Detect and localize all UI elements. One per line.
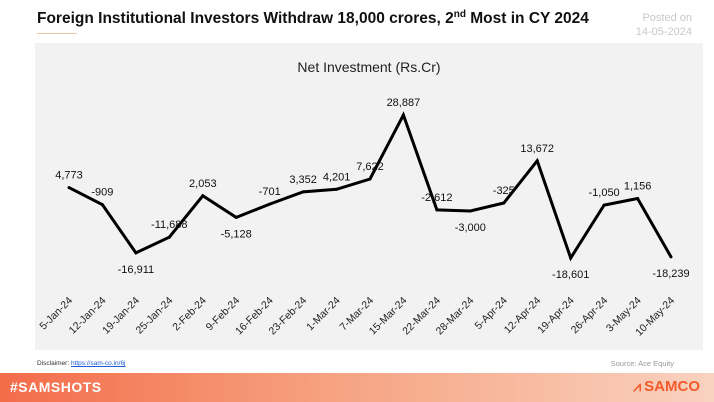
page-title-superscript: nd bbox=[453, 9, 466, 20]
hashtag: #SAMSHOTS bbox=[10, 379, 102, 395]
disclaimer: Disclaimer: https://sam-co.in/6j bbox=[37, 360, 126, 367]
data-label: 4,773 bbox=[55, 170, 83, 182]
data-point bbox=[636, 197, 640, 200]
data-point bbox=[67, 186, 71, 190]
data-label: -2,612 bbox=[421, 192, 452, 204]
data-point bbox=[335, 187, 339, 191]
data-point bbox=[569, 256, 573, 260]
data-point bbox=[502, 201, 506, 205]
data-point bbox=[268, 202, 272, 206]
series-layer bbox=[67, 111, 673, 262]
chart-title: Net Investment (Rs.Cr) bbox=[297, 59, 440, 75]
posted-label: Posted on bbox=[642, 12, 692, 24]
posted-date: 14-05-2024 bbox=[635, 26, 692, 38]
posted-info: Posted on 14-05-2024 bbox=[636, 11, 692, 39]
page-title-end: Most in CY 2024 bbox=[465, 10, 589, 28]
data-point bbox=[468, 209, 472, 213]
data-point bbox=[535, 159, 539, 163]
chart-panel: Net Investment (Rs.Cr) 4,773 -909 -16,911 -… bbox=[35, 43, 703, 350]
data-label: -18,601 bbox=[552, 269, 589, 281]
source-note: Source: Ace Equity bbox=[610, 359, 674, 368]
data-point bbox=[201, 194, 205, 198]
x-axis-tick-label: 26-Apr-24 bbox=[569, 295, 611, 337]
data-point bbox=[435, 208, 439, 212]
data-point bbox=[301, 190, 305, 194]
disclaimer-label: Disclaimer: bbox=[37, 360, 71, 367]
data-label: 4,201 bbox=[323, 171, 351, 183]
data-label: 1,156 bbox=[624, 181, 652, 193]
data-point bbox=[368, 177, 372, 181]
data-label-layer: 4,773 -909 -16,911 -11,688 2,053 -5,128 -701 3,… bbox=[55, 97, 689, 281]
x-axis-tick-label: 2-Feb-24 bbox=[170, 295, 209, 334]
net-investment-chart: Net Investment (Rs.Cr) 4,773 -909 -16,911 -… bbox=[37, 59, 689, 339]
page-title: Foreign Institutional Investors Withdraw… bbox=[37, 9, 589, 28]
brand-name: SAMCO bbox=[644, 378, 700, 395]
x-axis-tick-label: 25-Jan-24 bbox=[134, 295, 176, 337]
data-label: -18,239 bbox=[652, 268, 689, 280]
data-point bbox=[401, 113, 405, 117]
data-point bbox=[134, 251, 138, 255]
data-label: -11,688 bbox=[151, 219, 188, 231]
data-label: 28,887 bbox=[387, 97, 421, 109]
data-label: -909 bbox=[91, 187, 113, 199]
samco-logo-icon: ⩘ bbox=[633, 378, 642, 394]
series-line-net-investment bbox=[68, 111, 673, 262]
footer-bar: #SAMSHOTS ⩘ SAMCO bbox=[0, 373, 714, 402]
data-label: -16,911 bbox=[118, 264, 155, 276]
data-point bbox=[167, 235, 171, 239]
data-point bbox=[669, 255, 673, 259]
x-axis-tick-label: 1-Mar-24 bbox=[304, 295, 343, 334]
data-label: -1,050 bbox=[588, 187, 619, 199]
data-label: 13,672 bbox=[520, 143, 554, 155]
title-underline bbox=[37, 33, 77, 34]
disclaimer-link[interactable]: https://sam-co.in/6j bbox=[70, 360, 126, 367]
data-point bbox=[100, 203, 104, 207]
data-label: -5,128 bbox=[221, 228, 252, 240]
data-label: 2,053 bbox=[189, 178, 217, 190]
data-label: -3,000 bbox=[455, 222, 486, 234]
x-axis-tick-layer: 5-Jan-2412-Jan-2419-Jan-2425-Jan-242-Feb… bbox=[37, 295, 677, 339]
data-label: 7,622 bbox=[356, 161, 384, 173]
data-point bbox=[602, 203, 606, 207]
data-label: -701 bbox=[259, 186, 281, 198]
data-point bbox=[234, 215, 238, 219]
data-label: 3,352 bbox=[289, 174, 317, 186]
page-title-main: Foreign Institutional Investors Withdraw… bbox=[37, 10, 454, 28]
brand-logo: ⩘ SAMCO bbox=[633, 378, 700, 395]
data-label: -325 bbox=[493, 185, 515, 197]
